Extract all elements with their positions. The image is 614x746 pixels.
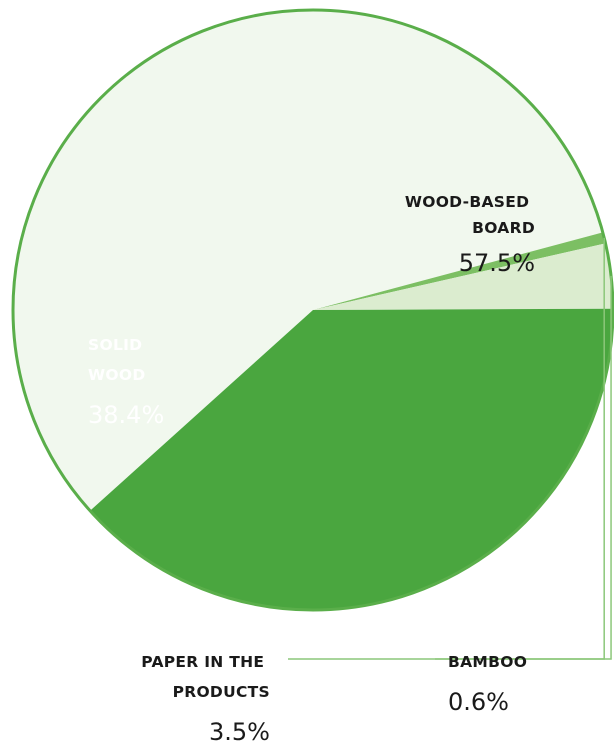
slice-label-paper-in-the-products: PAPER IN THE PRODUCTS xyxy=(141,653,270,701)
pie-slice-solid-wood xyxy=(90,308,614,611)
leader-line-paper-in-the-products xyxy=(288,275,612,660)
slice-label-line: PAPER IN THE xyxy=(141,653,264,671)
slice-label-wood-based-board: WOOD-BASED BOARD xyxy=(405,193,535,237)
pie-slices xyxy=(13,9,614,611)
slice-value-solid-wood: 38.4% xyxy=(88,401,164,429)
leader-lines xyxy=(288,237,612,660)
pie-outline xyxy=(11,8,614,612)
slice-label-line: SOLID xyxy=(88,336,142,354)
slice-label-line: WOOD-BASED xyxy=(405,193,529,211)
slice-value-wood-based-board: 57.5% xyxy=(459,249,535,277)
slice-value-paper-in-the-products: 3.5% xyxy=(209,718,270,746)
pie-slice-bamboo xyxy=(313,232,606,310)
slice-label-bamboo: BAMBOO xyxy=(448,653,527,671)
slice-value-bamboo: 0.6% xyxy=(448,688,509,716)
slice-label-line: BAMBOO xyxy=(448,653,527,671)
pie-slice-wood-based-board xyxy=(13,9,603,511)
slice-label-solid-wood: SOLID WOOD xyxy=(88,336,148,384)
slice-label-line: WOOD xyxy=(88,366,146,384)
leader-line-bamboo xyxy=(435,237,605,660)
pie-slice-paper-in-the-products xyxy=(313,243,613,310)
slice-label-line: BOARD xyxy=(472,219,535,237)
slice-label-line: PRODUCTS xyxy=(173,683,270,701)
